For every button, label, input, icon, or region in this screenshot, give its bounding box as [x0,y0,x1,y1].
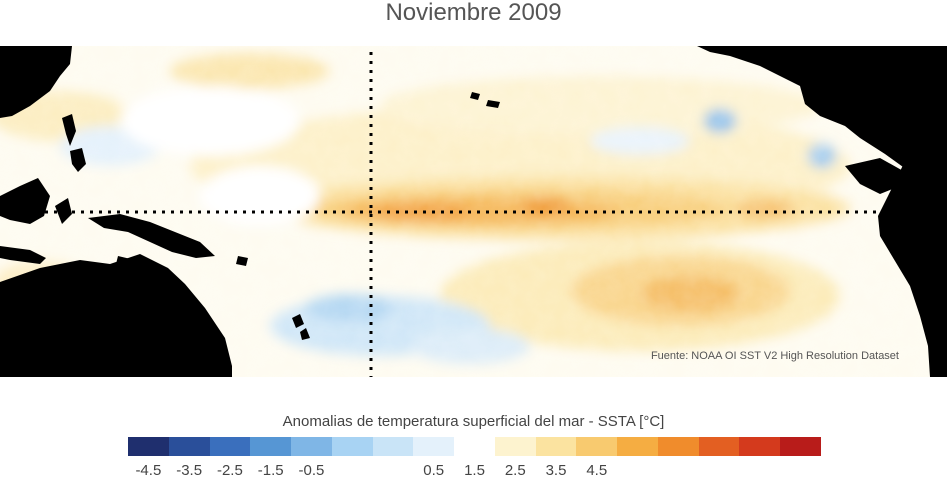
colorbar-tick-label: -4.5 [135,462,162,479]
colorbar-swatch [250,437,292,456]
colorbar-tick-label: -0.5 [298,462,325,479]
colorbar-swatch [209,437,251,456]
colorbar-swatch [331,437,373,456]
colorbar-tick-label: 0.5 [423,462,445,479]
colorbar-tick-label: 1.5 [464,462,485,479]
map-title: Noviembre 2009 [385,0,562,26]
colorbar-label: Anomalias de temperatura superficial del… [282,413,665,430]
colorbar-swatch [128,437,169,456]
source-note: Fuente: NOAA OI SST V2 High Resolution D… [650,350,899,362]
colorbar-tick-label: 4.5 [586,462,608,479]
colorbar-swatch [739,437,781,456]
colorbar-swatch [494,437,536,456]
colorbar-ticks: -4.5 -3.5 -2.5 -1.5 -0.5 0.5 1.5 2.5 3.5 4.5 [128,461,821,480]
colorbar-tick-label: 3.5 [545,462,567,479]
colorbar-swatch [657,437,699,456]
colorbar-tick-label: -2.5 [216,462,243,479]
colorbar-tick-label: -3.5 [176,462,203,479]
ssta-map [0,46,947,377]
colorbar-swatch [168,437,210,456]
colorbar-tick-label: -1.5 [257,462,284,479]
colorbar-swatch [535,437,577,456]
colorbar-tick-label: 2.5 [504,462,526,479]
colorbar-swatch [413,437,455,456]
colorbar-swatch [617,437,658,456]
colorbar-swatch [576,437,618,456]
land-masses [0,46,947,377]
colorbar-swatch [454,437,495,456]
colorbar [128,437,822,456]
colorbar-swatch [372,437,414,456]
colorbar-swatch [780,437,822,456]
colorbar-swatch [291,437,332,456]
colorbar-swatch [698,437,740,456]
